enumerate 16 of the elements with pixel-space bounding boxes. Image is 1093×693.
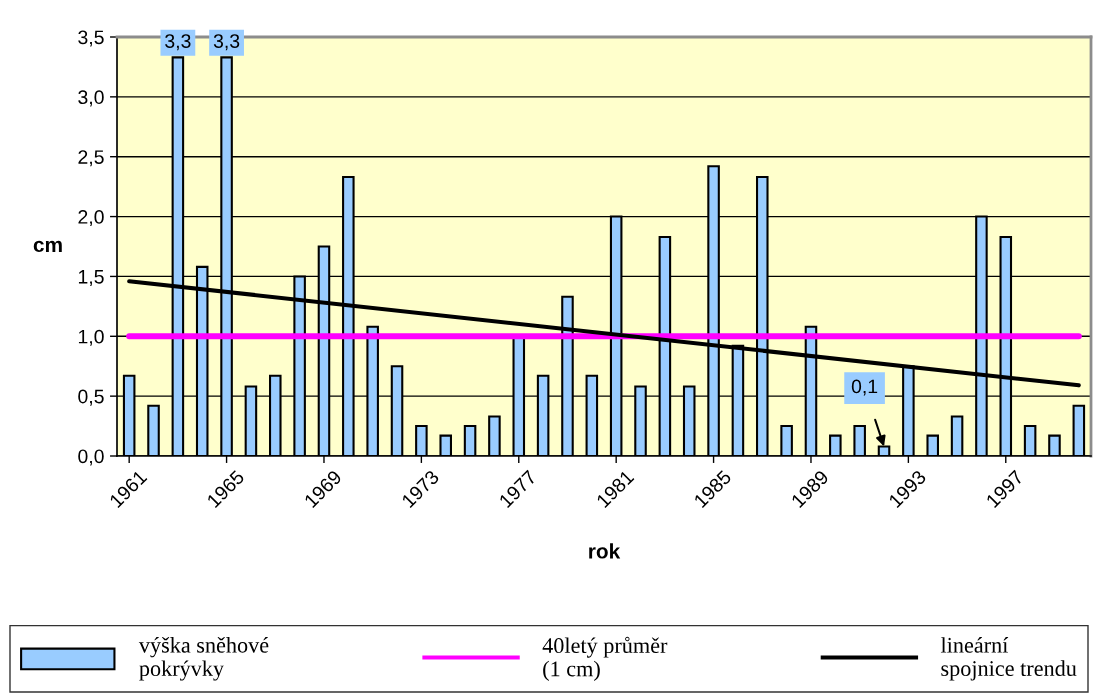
- y-tick-label: 1,5: [78, 270, 104, 286]
- data-label: 3,3: [165, 34, 191, 51]
- legend-label: lineární spojnice trendu: [940, 637, 1077, 681]
- y-tick-label: 2,0: [78, 210, 104, 227]
- y-tick-label: 0,0: [78, 449, 104, 466]
- annotation: 0,1: [851, 379, 878, 396]
- legend-label: výška sněhové pokrývky: [138, 637, 269, 681]
- data-label: 3,3: [213, 34, 240, 51]
- y-tick-label: 0,5: [78, 389, 104, 406]
- legend-label: 40letý průměr (1 cm): [542, 636, 668, 681]
- x-axis-title: rok: [589, 543, 621, 559]
- y-tick-label: 3,0: [78, 90, 104, 107]
- y-tick-label: 2,5: [78, 150, 104, 167]
- y-tick-label: 3,5: [78, 30, 104, 47]
- y-axis-title: cm: [33, 240, 62, 253]
- y-tick-label: 1,0: [78, 329, 104, 346]
